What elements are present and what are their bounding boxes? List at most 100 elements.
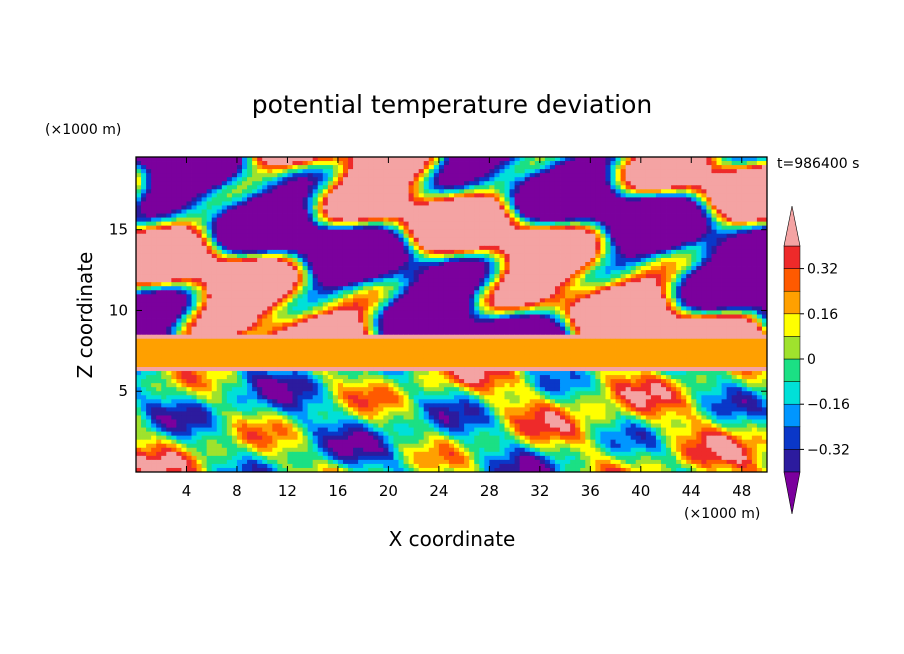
field-cell	[635, 237, 642, 243]
field-cell	[600, 221, 606, 227]
field-cell	[615, 253, 622, 259]
field-cell	[257, 201, 263, 206]
field-cell	[459, 310, 465, 315]
field-cell	[554, 262, 561, 267]
field-cell	[191, 213, 197, 218]
field-cell	[428, 185, 435, 190]
field-cell	[565, 310, 571, 315]
field-cell	[676, 241, 682, 247]
field-cell	[666, 213, 672, 218]
field-cell	[761, 286, 767, 291]
field-cell	[464, 213, 470, 218]
field-cell	[332, 278, 339, 283]
field-cell	[413, 205, 420, 210]
field-cell	[337, 157, 344, 162]
field-cell	[529, 233, 536, 239]
field-cell	[398, 274, 404, 279]
field-cell	[398, 157, 404, 162]
field-cell	[575, 282, 581, 287]
field-cell	[519, 237, 526, 243]
field-cell	[529, 306, 536, 311]
field-cell	[403, 209, 409, 214]
field-cell	[666, 173, 672, 178]
field-cell	[746, 189, 753, 194]
field-cell	[529, 282, 536, 287]
field-cell	[307, 193, 314, 198]
field-cell	[166, 229, 172, 235]
field-cell	[166, 302, 172, 307]
field-cell	[136, 310, 142, 315]
field-cell	[166, 270, 172, 275]
field-cell	[605, 282, 611, 287]
field-cell	[226, 278, 233, 283]
field-cell	[650, 306, 657, 311]
field-cell	[302, 201, 309, 206]
field-cell	[423, 193, 430, 198]
field-cell	[378, 278, 384, 283]
field-cell	[499, 286, 505, 291]
field-cell	[746, 177, 753, 182]
field-cell	[196, 302, 203, 307]
field-cell	[317, 270, 324, 275]
field-cell	[474, 270, 480, 275]
field-cell	[686, 157, 692, 162]
field-cell	[751, 221, 758, 227]
field-cell	[605, 229, 611, 235]
field-cell	[605, 173, 611, 178]
field-cell	[706, 266, 712, 271]
field-cell	[686, 165, 692, 170]
field-cell	[236, 278, 243, 283]
field-cell	[590, 189, 596, 194]
field-cell	[337, 225, 344, 231]
field-cell	[277, 165, 283, 170]
field-cell	[529, 274, 536, 279]
field-cell	[741, 165, 748, 170]
field-cell	[681, 310, 687, 315]
field-cell	[620, 197, 627, 202]
field-cell	[464, 225, 470, 231]
field-cell	[413, 217, 420, 223]
field-cell	[226, 302, 233, 307]
field-cell	[257, 221, 263, 227]
field-cell	[681, 294, 687, 299]
field-cell	[756, 306, 763, 311]
field-cell	[443, 253, 450, 259]
field-cell	[565, 197, 571, 202]
field-cell	[287, 177, 293, 182]
field-cell	[494, 302, 500, 307]
field-cell	[554, 205, 561, 210]
field-cell	[645, 249, 652, 255]
field-cell	[499, 282, 505, 287]
field-cell	[620, 185, 627, 190]
field-cell	[459, 217, 465, 223]
field-cell	[267, 181, 273, 186]
field-cell	[645, 193, 652, 198]
field-cell	[226, 237, 233, 243]
field-cell	[353, 213, 359, 218]
field-cell	[438, 213, 445, 218]
field-cell	[388, 157, 394, 162]
field-cell	[358, 169, 364, 174]
field-cell	[322, 310, 329, 315]
field-cell	[620, 286, 627, 291]
field-cell	[736, 306, 743, 311]
field-cell	[686, 314, 692, 319]
field-cell	[146, 294, 152, 299]
field-cell	[373, 201, 379, 206]
field-cell	[151, 169, 157, 174]
field-cell	[554, 161, 561, 166]
field-cell	[312, 294, 319, 299]
field-cell	[620, 237, 627, 243]
field-cell	[499, 302, 505, 307]
field-cell	[469, 165, 475, 170]
field-cell	[312, 298, 319, 303]
field-cell	[262, 306, 268, 311]
field-cell	[242, 262, 248, 267]
field-cell	[403, 165, 409, 170]
field-cell	[226, 205, 233, 210]
field-cell	[615, 205, 622, 210]
field-cell	[257, 237, 263, 243]
field-cell	[282, 181, 288, 186]
field-cell	[312, 161, 319, 166]
field-cell	[171, 314, 177, 319]
